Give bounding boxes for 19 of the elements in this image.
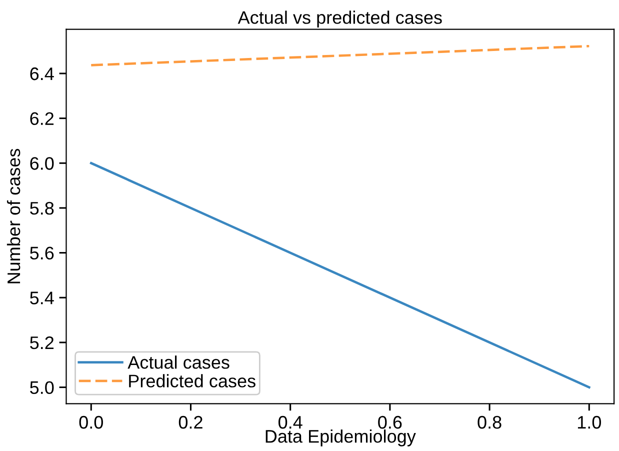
y-tick-label: 6.2 <box>30 112 54 126</box>
y-tick-label: 5.0 <box>30 381 54 394</box>
chart-title: Actual vs predicted cases <box>238 10 442 28</box>
y-tick-label: 6.0 <box>30 157 54 170</box>
x-axis-title: Data Epidemiology <box>266 430 416 446</box>
y-tick-label: 6.4 <box>30 67 54 80</box>
legend-label: Predicted cases <box>129 374 256 388</box>
y-tick-label: 5.6 <box>30 246 54 260</box>
x-tick-label: 0.8 <box>478 416 502 429</box>
x-tick-label: 0.2 <box>178 416 202 429</box>
x-tick-label: 0.0 <box>79 416 103 429</box>
y-tick-label: 5.4 <box>30 292 54 304</box>
y-tick-label: 5.8 <box>30 202 54 215</box>
x-tick-label: 1.0 <box>578 416 601 429</box>
legend-label: Actual cases <box>128 356 230 369</box>
x-tick-label: 0.4 <box>278 416 302 429</box>
y-axis-title: Number of cases <box>6 148 20 284</box>
x-tick-label: 0.6 <box>378 416 402 429</box>
y-tick-label: 5.2 <box>30 336 54 350</box>
